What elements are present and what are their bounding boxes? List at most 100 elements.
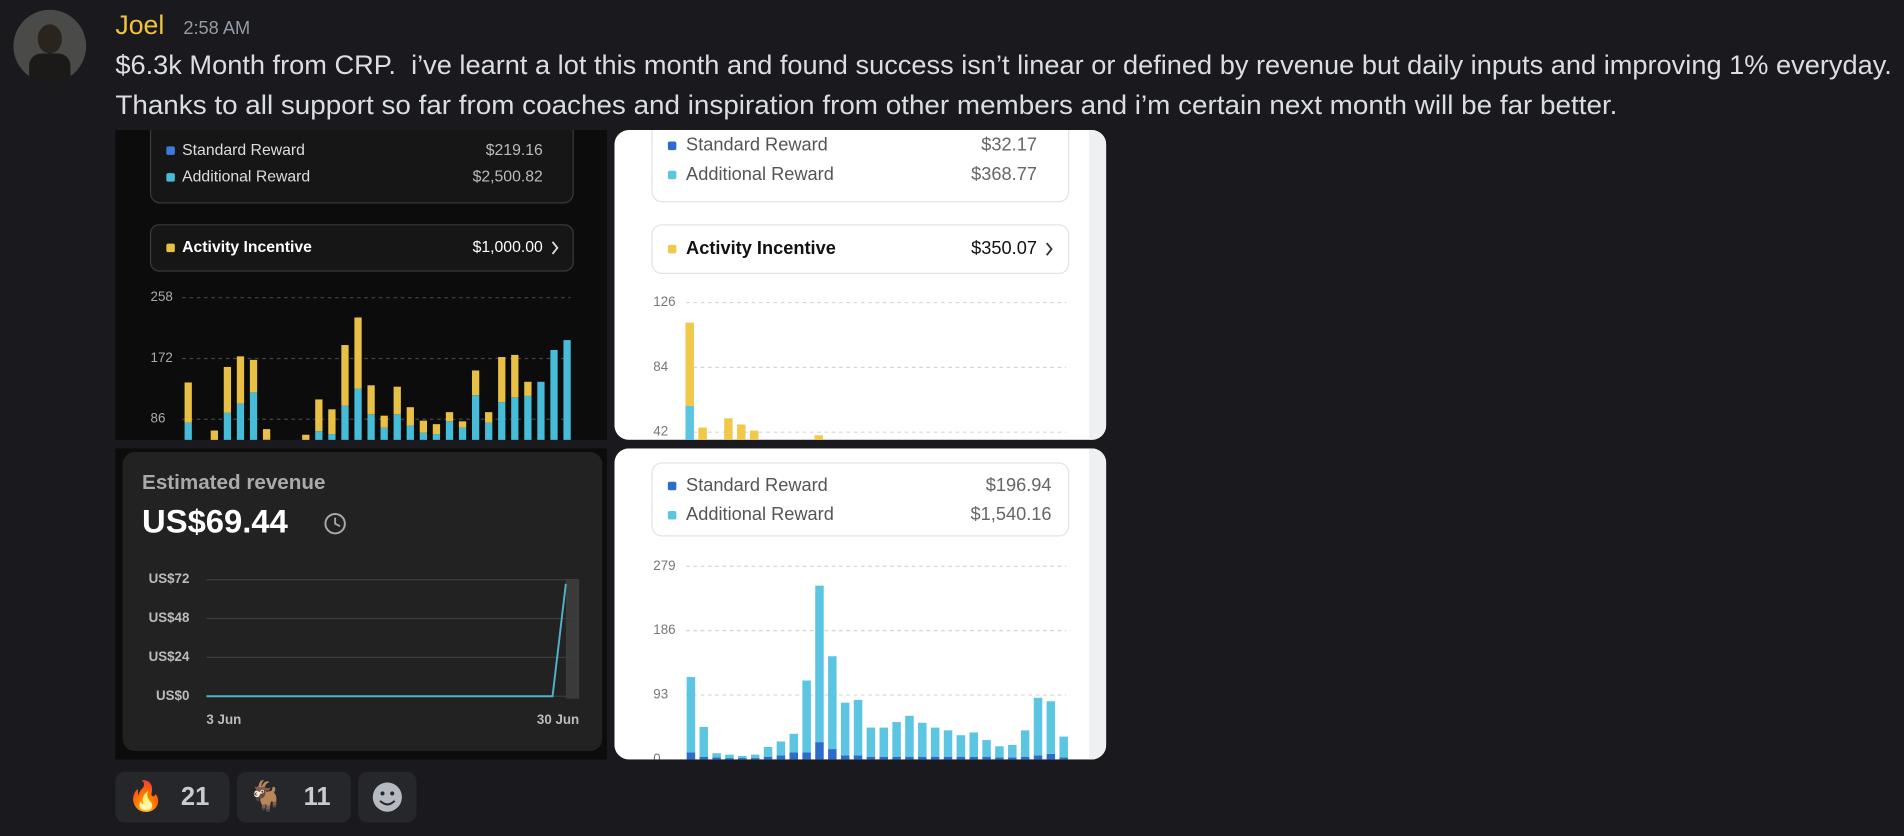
attachment[interactable]: Standard Reward $219.16 Additional Reward $… <box>115 107 608 480</box>
reaction-emoji: 🔥 <box>128 779 164 813</box>
panel-edge <box>1089 448 1107 760</box>
bar-segment <box>1046 701 1056 754</box>
bar-segment <box>485 412 493 423</box>
x-tick-label: 30 Jun <box>537 712 579 727</box>
clock-hands <box>334 517 341 527</box>
bar-segment <box>749 430 759 440</box>
reaction[interactable] <box>115 771 230 823</box>
bar-segment <box>943 756 953 760</box>
bar-segment <box>498 402 506 440</box>
bar-segment <box>840 755 850 760</box>
bar-segment <box>471 395 480 440</box>
bar-segment <box>712 753 721 758</box>
chevron <box>551 241 559 255</box>
legend-swatch <box>166 146 175 155</box>
bar-segment <box>956 735 966 757</box>
y-tick-label: 279 <box>653 558 675 573</box>
bar-segment <box>419 432 428 440</box>
bar-segment <box>249 359 258 393</box>
bar-segment <box>738 758 747 760</box>
bar-segment <box>498 357 506 403</box>
bar-segment <box>445 412 454 422</box>
bar-segment <box>712 757 721 760</box>
bar-segment <box>184 422 192 440</box>
smiley-mouth <box>379 800 396 806</box>
bar-segment <box>995 746 1004 758</box>
bar-segment <box>236 356 245 404</box>
bar-segment <box>995 757 1004 760</box>
incentive-box <box>149 224 574 272</box>
reaction[interactable] <box>236 771 351 823</box>
attachment[interactable]: Estimated revenue US$69.44 US$0 US$24 US$4… <box>115 448 608 760</box>
bar-segment <box>776 741 786 756</box>
bar-segment <box>458 421 467 428</box>
incentive-box <box>651 224 1070 275</box>
smiley-eye <box>390 791 395 796</box>
bar-segment <box>905 756 914 760</box>
bar-segment <box>315 399 323 432</box>
attachment[interactable]: Standard Reward $196.94 Additional Reward $… <box>614 448 1107 766</box>
bar-segment <box>524 395 532 440</box>
bar-segment <box>563 340 571 440</box>
author[interactable]: Joel <box>115 10 164 40</box>
line <box>206 583 567 698</box>
bar-segment <box>550 349 558 440</box>
bar-segment <box>223 412 232 440</box>
card-amount: US$69.44 <box>142 502 289 539</box>
bar-segment <box>969 732 978 757</box>
bar-segment <box>789 752 799 760</box>
bar-segment <box>969 756 978 760</box>
bar-segment <box>328 409 336 435</box>
y-tick-label: 186 <box>653 622 675 637</box>
bar-segment <box>918 722 927 757</box>
bar-segment <box>328 434 336 440</box>
bar-segment <box>354 388 362 440</box>
bar-segment <box>262 439 271 440</box>
bar-segment <box>866 727 876 757</box>
clock-icon[interactable] <box>324 513 346 535</box>
y-tick-label: 84 <box>653 359 668 374</box>
bar-segment <box>685 322 694 406</box>
legend-swatch <box>667 481 677 491</box>
message-line: Thanks to all support so far from coache… <box>115 90 1617 120</box>
bar-segment <box>866 756 876 760</box>
bar-segment <box>802 680 811 753</box>
bar-segment <box>892 722 901 757</box>
bar-segment <box>315 431 323 440</box>
bar-segment <box>249 392 258 440</box>
legend-value: $368.77 <box>971 164 1037 184</box>
attachment[interactable]: Standard Reward $32.17 Additional Reward $3… <box>614 107 1107 497</box>
bar-segment <box>698 427 707 440</box>
smiley-icon <box>372 782 402 812</box>
y-tick-label: 93 <box>653 687 668 702</box>
bar-segment <box>380 427 388 440</box>
bar-segment <box>725 758 734 760</box>
bar-segment <box>737 424 746 440</box>
bar-segment <box>930 756 940 760</box>
incentive-value: $1,000.00 <box>473 239 543 256</box>
bar-segment <box>738 755 747 759</box>
y-tick-label: US$48 <box>149 610 190 625</box>
bar-segment <box>406 407 414 426</box>
bar-segment <box>892 756 901 760</box>
chevron <box>1046 242 1053 256</box>
bar-segment <box>1008 757 1017 760</box>
bar-segment <box>485 422 493 440</box>
legend-value: $1,540.16 <box>971 504 1052 524</box>
bar-segment <box>354 317 362 389</box>
bar-segment <box>840 702 850 756</box>
bar-segment <box>511 397 519 440</box>
bar-segment <box>879 756 888 760</box>
x-tick-label: 3 Jun <box>206 712 241 727</box>
y-tick-label: 42 <box>653 424 668 439</box>
bar-segment <box>367 385 375 415</box>
bar-segment <box>686 752 696 760</box>
incentive-label: Activity Incentive <box>686 238 836 258</box>
avatar[interactable] <box>13 9 87 90</box>
bar-segment <box>828 749 837 760</box>
legend-swatch <box>667 244 677 254</box>
bar-segment <box>1046 753 1056 760</box>
bar-segment <box>943 730 953 757</box>
legend-value: $2,500.82 <box>473 169 543 186</box>
